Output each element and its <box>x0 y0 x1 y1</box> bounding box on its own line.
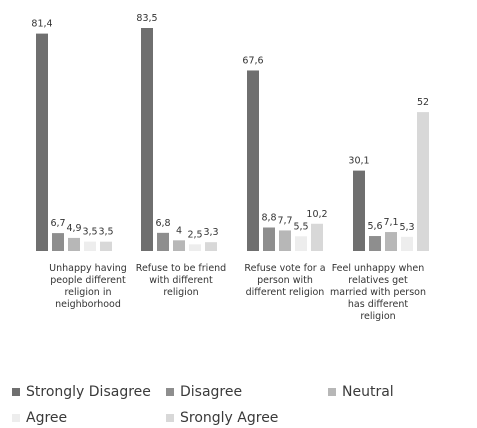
value-label-neutral-4: 7,1 <box>383 217 398 228</box>
legend-label: Srongly Agree <box>180 410 279 426</box>
bar-disagree-1 <box>52 233 64 251</box>
bar-srongly-agree-3 <box>311 223 323 251</box>
value-label-agree-3: 5,5 <box>293 221 308 232</box>
bar-agree-2 <box>189 244 201 251</box>
value-label-srongly-agree-2: 3,3 <box>203 227 218 238</box>
bar-strongly-disagree-4 <box>353 170 365 251</box>
legend: Strongly Disagree Disagree Neutral Agree… <box>8 380 468 428</box>
bar-agree-1 <box>84 241 96 251</box>
value-label-agree-4: 5,3 <box>399 222 414 233</box>
legend-swatch <box>166 388 174 396</box>
bar-chart: 81,4 83,5 67,6 30,1 6,7 6,8 8,8 5,6 4,9 4 7,7 7,1 3,… <box>31 13 429 322</box>
legend-label: Agree <box>26 410 68 426</box>
category-label-2: Refuse to be friend with different religio… <box>136 263 226 298</box>
value-label-agree-2: 2,5 <box>187 229 202 240</box>
value-label-agree-1: 3,5 <box>82 227 97 238</box>
legend-item-strongly-disagree: Strongly Disagree <box>12 384 151 400</box>
value-labels-layer: 81,4 83,5 67,6 30,1 6,7 6,8 8,8 5,6 4,9 4 7,7 7,1 3,… <box>31 13 429 240</box>
category-label-3: Refuse vote for a person with different re… <box>244 263 325 298</box>
value-label-disagree-4: 5,6 <box>367 221 382 232</box>
value-label-disagree-1: 6,7 <box>50 218 65 229</box>
value-label-strongly-disagree-2: 83,5 <box>136 13 157 24</box>
legend-swatch <box>12 414 20 422</box>
legend-item-disagree: Disagree <box>166 384 242 400</box>
category-labels-layer: Unhappy having people different religion i… <box>49 263 426 322</box>
bar-srongly-agree-1 <box>100 241 112 251</box>
bar-strongly-disagree-3 <box>247 70 259 251</box>
value-label-strongly-disagree-3: 67,6 <box>242 55 263 66</box>
bar-agree-3 <box>295 236 307 251</box>
value-label-disagree-2: 6,8 <box>155 218 170 229</box>
bar-agree-4 <box>401 236 413 251</box>
legend-item-agree: Agree <box>12 410 67 426</box>
legend-item-srongly-agree: Srongly Agree <box>166 410 278 426</box>
bar-neutral-1 <box>68 237 80 251</box>
category-label-1: Unhappy having people different religion i… <box>49 263 127 310</box>
value-label-strongly-disagree-4: 30,1 <box>348 156 369 167</box>
legend-item-neutral: Neutral <box>328 384 394 400</box>
bar-srongly-agree-2 <box>205 242 217 251</box>
legend-label: Disagree <box>180 384 243 400</box>
bar-neutral-2 <box>173 240 185 251</box>
bar-srongly-agree-4 <box>417 112 429 251</box>
value-label-srongly-agree-1: 3,5 <box>98 227 113 238</box>
legend-label: Neutral <box>342 384 394 400</box>
value-label-neutral-1: 4,9 <box>66 223 81 234</box>
bar-strongly-disagree-1 <box>36 33 48 251</box>
bar-disagree-4 <box>369 236 381 251</box>
legend-swatch <box>328 388 336 396</box>
bar-neutral-3 <box>279 230 291 251</box>
bar-strongly-disagree-2 <box>141 28 153 251</box>
category-label-4: Feel unhappy when relatives get married wi… <box>330 263 426 322</box>
legend-swatch <box>166 414 174 422</box>
bar-disagree-2 <box>157 232 169 251</box>
legend-label: Strongly Disagree <box>26 384 151 400</box>
value-label-neutral-2: 4 <box>176 225 182 236</box>
bars-layer <box>36 28 429 251</box>
legend-swatch <box>12 388 20 396</box>
value-label-strongly-disagree-1: 81,4 <box>31 19 52 30</box>
value-label-srongly-agree-4: 52 <box>417 97 429 108</box>
bar-disagree-3 <box>263 227 275 251</box>
value-label-srongly-agree-3: 10,2 <box>306 209 327 220</box>
value-label-neutral-3: 7,7 <box>277 215 292 226</box>
bar-neutral-4 <box>385 232 397 251</box>
value-label-disagree-3: 8,8 <box>261 212 276 223</box>
